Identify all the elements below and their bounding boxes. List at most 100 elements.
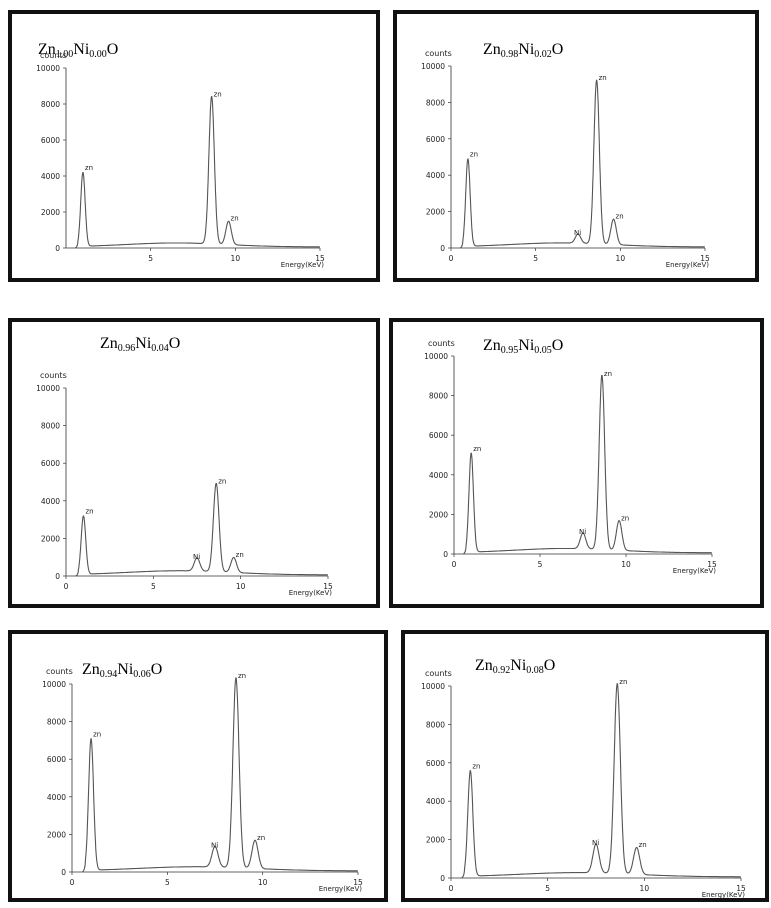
x-axis-label: Energy(KeV) (702, 891, 746, 898)
x-tick-label: 15 (323, 582, 333, 591)
x-tick-label: 10 (236, 582, 246, 591)
y-tick-label: 8000 (47, 718, 66, 727)
title-subscript: 0.95 (500, 345, 519, 356)
spectrum-curve (461, 683, 741, 879)
x-tick-label: 5 (538, 560, 543, 569)
title-element: Zn (100, 335, 118, 352)
peak-label-zn: zn (85, 164, 93, 172)
title-subscript: 0.00 (89, 49, 107, 60)
title-element: Ni (117, 661, 134, 678)
y-tick-label: 8000 (41, 422, 60, 431)
x-tick-label: 5 (151, 582, 156, 591)
x-tick-label: 10 (258, 878, 268, 887)
x-tick-label: 0 (449, 884, 454, 893)
title-subscript: 0.92 (492, 665, 511, 676)
y-tick-label: 10000 (421, 62, 445, 71)
y-tick-label: 10000 (424, 352, 448, 361)
x-tick-label: 15 (707, 560, 717, 569)
peak-label-ni: Ni (193, 553, 200, 561)
title-element: O (543, 657, 556, 674)
title-subscript: 0.05 (534, 345, 552, 356)
x-tick-label: 0 (449, 254, 454, 263)
x-tick-label: 15 (353, 878, 363, 887)
title-subscript: 0.06 (133, 669, 151, 680)
y-tick-label: 6000 (426, 135, 445, 144)
panel-title: Zn0.94Ni0.06O (82, 662, 162, 680)
title-element: Zn (483, 41, 501, 58)
peak-label-zn: zn (639, 841, 647, 849)
spectrum-curve (82, 677, 358, 873)
panel-title: Zn0.95Ni0.05O (483, 338, 563, 356)
x-tick-label: 5 (148, 254, 153, 263)
y-tick-label: 8000 (41, 100, 60, 109)
peak-label-ni: Ni (574, 229, 581, 237)
y-tick-label: 6000 (429, 431, 448, 440)
x-tick-label: 10 (616, 254, 626, 263)
spectrum-curve (75, 95, 320, 249)
title-element: Zn (475, 657, 493, 674)
y-tick-label: 0 (55, 572, 60, 581)
y-tick-label: 2000 (41, 208, 60, 217)
x-axis-label: Energy(KeV) (281, 261, 325, 269)
x-tick-label: 10 (640, 884, 650, 893)
spectrum-curve (75, 482, 328, 577)
eds-spectrum-chart: counts 0 2000 4000 6000 8000 10000 0 5 10 15Energy… (421, 669, 746, 898)
title-element: Zn (38, 41, 56, 58)
x-tick-label: 15 (315, 254, 325, 263)
spectrum-curve (463, 374, 712, 555)
title-element: O (168, 335, 181, 352)
y-tick-label: 4000 (429, 471, 448, 480)
x-tick-label: 5 (533, 254, 538, 263)
y-tick-label: 0 (440, 244, 445, 253)
x-axis-label: Energy(KeV) (319, 885, 363, 893)
x-tick-label: 5 (165, 878, 170, 887)
panel-title: Zn0.96Ni0.04O (100, 336, 180, 354)
peak-label-zn: zn (236, 551, 244, 559)
panel-title: Zn0.98Ni0.02O (483, 42, 563, 60)
spectrum-curve (460, 79, 705, 249)
y-tick-label: 2000 (41, 534, 60, 543)
title-subscript: 0.08 (526, 665, 544, 676)
title-element: Ni (73, 41, 90, 58)
peak-label-zn: zn (604, 370, 612, 378)
y-tick-label: 2000 (426, 836, 445, 845)
y-tick-label: 4000 (426, 171, 445, 180)
y-tick-label: 10000 (42, 680, 66, 689)
title-element: Zn (82, 661, 100, 678)
y-axis-label: counts (425, 669, 452, 678)
y-tick-label: 0 (443, 550, 448, 559)
panel-1: Zn1.00Ni0.00O counts 0 2000 4000 6000 8000 1000… (8, 10, 380, 282)
eds-spectrum-chart: counts 0 2000 4000 6000 8000 10000 0 5 10 15Energy… (36, 371, 333, 597)
y-tick-label: 4000 (47, 793, 66, 802)
x-tick-label: 0 (70, 878, 75, 887)
peak-label-zn: zn (85, 508, 93, 516)
y-tick-label: 6000 (426, 759, 445, 768)
y-axis-label: counts (428, 339, 455, 348)
y-tick-label: 2000 (47, 830, 66, 839)
y-tick-label: 0 (55, 244, 60, 253)
eds-spectrum-chart: counts 0 2000 4000 6000 8000 10000 0 5 10 15Energy… (424, 339, 717, 575)
y-tick-label: 2000 (429, 510, 448, 519)
peak-label-ni: Ni (592, 839, 599, 847)
title-subscript: 0.94 (99, 669, 118, 680)
x-tick-label: 5 (545, 884, 550, 893)
y-tick-label: 8000 (426, 98, 445, 107)
peak-label-zn: zn (599, 74, 607, 82)
y-axis-label: counts (425, 49, 452, 58)
x-axis-label: Energy(KeV) (673, 567, 717, 575)
x-axis-label: Energy(KeV) (289, 589, 333, 597)
peak-label-zn: zn (470, 151, 478, 159)
peak-label-ni: Ni (211, 841, 218, 849)
y-axis-label: counts (40, 51, 67, 60)
peak-label-zn: zn (93, 730, 101, 738)
title-subscript: 0.96 (117, 343, 136, 354)
y-tick-label: 6000 (41, 136, 60, 145)
title-element: Zn (483, 337, 501, 354)
x-tick-label: 0 (64, 582, 69, 591)
x-tick-label: 15 (700, 254, 710, 263)
y-tick-label: 8000 (429, 392, 448, 401)
title-subscript: 0.02 (534, 49, 552, 60)
y-tick-label: 8000 (426, 720, 445, 729)
peak-label-zn: zn (621, 514, 629, 522)
panel-2: Zn0.98Ni0.02O counts 0 2000 4000 6000 8000 1000… (393, 10, 759, 282)
